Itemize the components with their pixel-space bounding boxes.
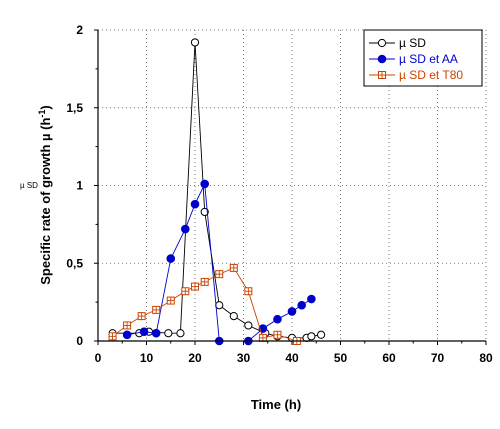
legend-label: µ SD et T80 [399,68,463,82]
x-axis-title: Time (h) [251,397,301,412]
y-tick-label: 1 [76,179,83,193]
series-2 [122,179,316,346]
data-point [181,224,190,234]
data-point [191,282,199,291]
x-tick-label: 70 [431,351,445,365]
data-point [258,333,267,342]
data-point [287,307,297,316]
x-tick-label: 30 [237,351,251,365]
data-point [317,330,326,339]
grid-layer [98,29,487,341]
y-axis-title-end: ) [38,105,53,109]
data-point [139,327,149,336]
data-point [164,329,173,338]
data-point [200,207,209,217]
legend-marker [377,38,387,48]
x-tick-label: 40 [285,351,299,365]
data-point [244,321,253,330]
data-point [215,270,224,279]
data-point [190,38,200,47]
data-point [215,301,224,310]
y-axis-title: Specific rate of growth µ (h-1) [37,105,53,284]
data-point [137,312,146,321]
legend-entry-1: µ SD [369,36,426,50]
legend-marker [378,71,386,79]
legend-label: µ SD [399,36,426,50]
y-axis-title-main: Specific rate of growth µ (h [38,118,53,285]
data-point [229,263,238,272]
data-point [244,287,253,296]
data-point [123,321,132,330]
legend: µ SD µ SD et AA µ SD et T80 [363,29,483,87]
x-tick-label: 80 [479,351,493,365]
data-point [200,179,209,189]
y-axis-title-superscript: -1 [37,110,47,118]
x-tick-label: 10 [140,351,154,365]
axis-layer [97,30,486,342]
y-tick-label: 0 [76,334,83,348]
data-point [176,329,185,338]
side-label: µ SD [20,181,38,190]
data-point [166,296,175,305]
data-point [190,199,200,209]
x-tick-label: 0 [95,351,102,365]
data-point [200,277,209,286]
data-point [166,254,176,263]
tick-layer: 0 10 20 30 40 50 60 70 80 0 0,5 1 1,5 2 [66,23,493,365]
series-line [112,42,322,339]
data-point [151,328,161,338]
data-point [307,294,316,304]
legend-label: µ SD et AA [399,52,458,66]
y-tick-label: 0,5 [66,256,83,270]
x-tick-label: 50 [334,351,348,365]
x-tick-label: 20 [188,351,202,365]
data-point [229,312,238,321]
data-point [307,332,316,341]
x-tick-label: 60 [382,351,396,365]
data-point [297,300,307,310]
data-point [122,330,132,340]
data-point [181,287,190,296]
legend-marker [377,54,387,64]
legend-entry-2: µ SD et AA [369,52,458,66]
legend-entry-3: µ SD et T80 [369,68,463,82]
series-3 [108,263,301,345]
y-tick-label: 2 [76,23,83,37]
y-tick-label: 1,5 [66,101,83,115]
data-point [152,305,161,314]
data-point [273,330,282,339]
data-point [273,314,282,324]
series-line [127,182,312,342]
data-point [108,332,117,341]
